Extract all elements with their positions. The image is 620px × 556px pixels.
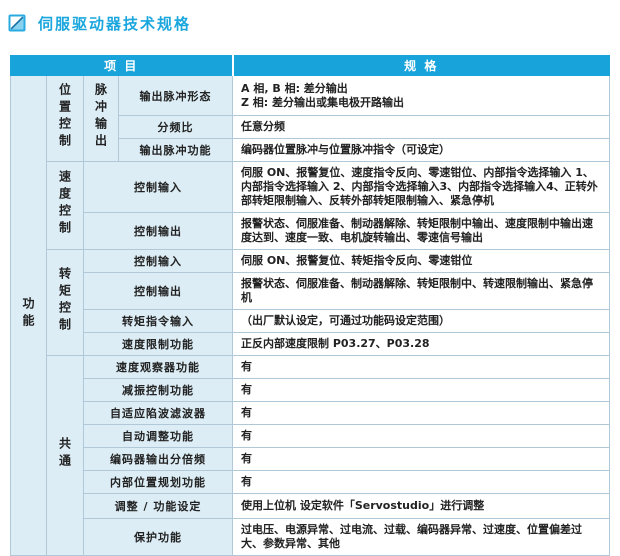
row-label: 速度限制功能: [83, 332, 233, 356]
group-label-speed-control: 速度控制: [57, 170, 72, 238]
row-spec: 有: [232, 447, 610, 471]
row-label: 保护功能: [83, 518, 233, 556]
row-spec: 伺服 ON、报警复位、转矩指令反向、零速钳位: [232, 249, 610, 273]
table-row: 编码器输出分倍频 有: [11, 447, 610, 471]
group-cell-torque-control: 转矩控制: [46, 249, 84, 356]
servo-spec-table: 项 目 规 格 功能 位置控制 脉冲输出 输出脉冲形态 A 相, B 相: 差分…: [10, 55, 610, 556]
row-label: 编码器输出分倍频: [83, 447, 233, 471]
row-label: 分频比: [118, 115, 233, 139]
table-row: 输出脉冲功能 编码器位置脉冲与位置脉冲指令（可设定）: [11, 138, 610, 162]
row-spec: 报警状态、伺服准备、制动器解除、转矩限制中输出、速度限制中输出速度达到、速度一致…: [232, 212, 610, 250]
table-row: 控制输出 报警状态、伺服准备、制动器解除、转矩限制中、转速限制输出、紧急停机: [11, 272, 610, 310]
table-row: 功能 位置控制 脉冲输出 输出脉冲形态 A 相, B 相: 差分输出 Z 相: …: [10, 75, 610, 556]
table-row: 速度控制 控制输入 伺服 ON、报警复位、速度指令反向、零速钳位、内部指令选择输…: [11, 161, 610, 250]
row-label: 自动调整功能: [83, 424, 233, 448]
group-label-torque-control: 转矩控制: [57, 267, 72, 335]
row-spec: 有: [232, 378, 610, 402]
group-cell-common: 共通: [46, 355, 84, 556]
diagonal-slash-square-icon: [8, 14, 26, 32]
row-label: 自适应陷波滤波器: [83, 401, 233, 425]
row-label: 输出脉冲功能: [118, 138, 233, 162]
group-cell-position-control: 位置控制: [46, 75, 84, 162]
row-spec: 有: [232, 355, 610, 379]
row-label: 速度观察器功能: [83, 355, 233, 379]
table-row: 共通 速度观察器功能 有: [11, 355, 610, 556]
row-label: 内部位置规划功能: [83, 470, 233, 494]
row-label: 控制输出: [83, 272, 233, 310]
column-header-spec: 规 格: [232, 55, 610, 76]
row-spec: 有: [232, 470, 610, 494]
row-spec: 有: [232, 401, 610, 425]
table-row: 自动调整功能 有: [11, 424, 610, 448]
document-header: 伺服驱动器技术规格: [0, 0, 620, 38]
row-spec: 报警状态、伺服准备、制动器解除、转矩限制中、转速限制输出、紧急停机: [232, 272, 610, 310]
table-row: 保护功能 过电压、电源异常、过电流、过载、编码器异常、过速度、位置偏差过大、参数…: [11, 518, 610, 556]
group-cell-speed-control: 速度控制: [46, 161, 84, 250]
column-header-item: 项 目: [10, 55, 234, 76]
row-label: 控制输出: [83, 212, 233, 250]
row-label: 输出脉冲形态: [118, 75, 233, 116]
group-cell-function: 功能: [10, 75, 47, 556]
row-label: 转矩指令输入: [83, 309, 233, 333]
table-row: 自适应陷波滤波器 有: [11, 401, 610, 425]
group-label-pulse-output: 脉冲输出: [93, 83, 108, 151]
row-spec: 过电压、电源异常、过电流、过载、编码器异常、过速度、位置偏差过大、参数异常、其他: [232, 518, 610, 556]
group-label-function: 功能: [21, 297, 35, 331]
table-row: 控制输出 报警状态、伺服准备、制动器解除、转矩限制中输出、速度限制中输出速度达到…: [11, 212, 610, 250]
row-spec: 使用上位机 设定软件「Servostudio」进行调整: [232, 493, 610, 519]
table-row: 转矩控制 控制输入 伺服 ON、报警复位、转矩指令反向、零速钳位: [11, 249, 610, 356]
group-label-position-control: 位置控制: [57, 83, 72, 151]
table-row: 速度限制功能 正反内部速度限制 P03.27、P03.28: [11, 332, 610, 356]
table-row: 调整 / 功能设定 使用上位机 设定软件「Servostudio」进行调整: [11, 493, 610, 519]
table-row: 转矩指令输入 （出厂默认设定，可通过功能码设定范围）: [11, 309, 610, 333]
table-row: 内部位置规划功能 有: [11, 470, 610, 494]
row-spec: （出厂默认设定，可通过功能码设定范围）: [232, 309, 610, 333]
row-label: 控制输入: [83, 249, 233, 273]
table-row: 分频比 任意分频: [11, 115, 610, 139]
page-title: 伺服驱动器技术规格: [38, 14, 192, 33]
group-label-common: 共通: [57, 437, 72, 471]
row-spec: 有: [232, 424, 610, 448]
row-label: 控制输入: [83, 161, 233, 213]
row-spec: 伺服 ON、报警复位、速度指令反向、零速钳位、内部指令选择输入 1、内部指令选择…: [232, 161, 610, 213]
row-spec: 编码器位置脉冲与位置脉冲指令（可设定）: [232, 138, 610, 162]
row-spec: 正反内部速度限制 P03.27、P03.28: [232, 332, 610, 356]
group-cell-pulse-output: 脉冲输出: [83, 75, 119, 162]
row-label: 调整 / 功能设定: [83, 493, 233, 519]
row-label: 减振控制功能: [83, 378, 233, 402]
table-row: 减振控制功能 有: [11, 378, 610, 402]
row-spec: A 相, B 相: 差分输出 Z 相: 差分输出或集电极开路输出: [232, 75, 610, 116]
table-header-row: 项 目 规 格: [10, 55, 610, 76]
row-spec: 任意分频: [232, 115, 610, 139]
